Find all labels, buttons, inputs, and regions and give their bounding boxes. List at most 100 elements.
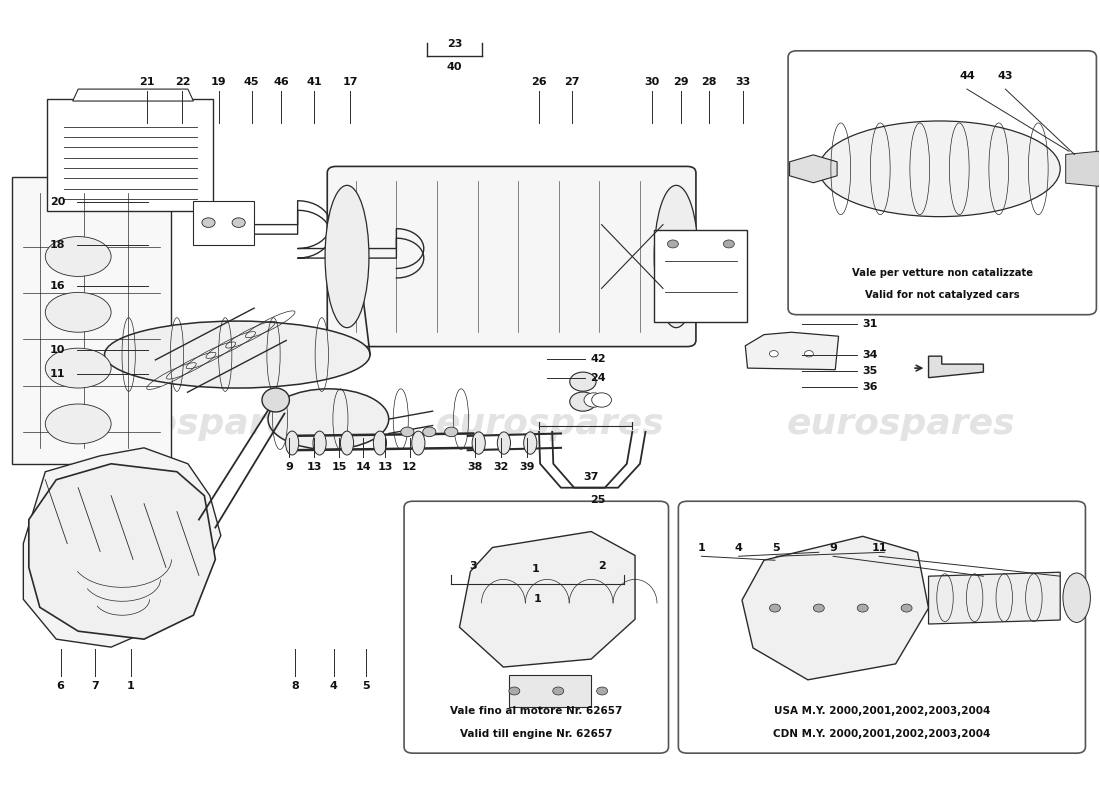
Circle shape: [596, 687, 607, 695]
Polygon shape: [790, 155, 837, 182]
Circle shape: [400, 427, 414, 437]
Circle shape: [509, 687, 520, 695]
Text: 1: 1: [534, 594, 541, 604]
Text: CDN M.Y. 2000,2001,2002,2003,2004: CDN M.Y. 2000,2001,2002,2003,2004: [773, 729, 991, 739]
Ellipse shape: [340, 431, 353, 455]
Text: 32: 32: [493, 462, 508, 472]
Text: 31: 31: [862, 319, 878, 330]
Text: 8: 8: [292, 681, 299, 690]
Ellipse shape: [286, 431, 299, 455]
Ellipse shape: [45, 292, 111, 332]
Ellipse shape: [411, 431, 425, 455]
Text: 9: 9: [285, 462, 293, 472]
FancyBboxPatch shape: [679, 502, 1086, 753]
Ellipse shape: [45, 237, 111, 277]
Text: 26: 26: [531, 77, 547, 86]
Ellipse shape: [45, 404, 111, 444]
Ellipse shape: [1063, 573, 1090, 622]
Ellipse shape: [497, 432, 510, 454]
Text: 5: 5: [362, 681, 370, 690]
Text: 1: 1: [532, 564, 540, 574]
Circle shape: [584, 393, 604, 407]
Text: 20: 20: [50, 198, 65, 207]
Text: 18: 18: [50, 239, 65, 250]
Text: 41: 41: [306, 77, 322, 86]
Circle shape: [552, 687, 563, 695]
Ellipse shape: [818, 121, 1060, 217]
Text: 28: 28: [702, 77, 717, 86]
Text: 10: 10: [50, 345, 65, 354]
Circle shape: [422, 427, 436, 437]
Circle shape: [202, 218, 216, 227]
Ellipse shape: [314, 431, 327, 455]
Polygon shape: [23, 448, 221, 647]
Ellipse shape: [373, 431, 386, 455]
Polygon shape: [1066, 151, 1100, 186]
Text: 5: 5: [772, 543, 780, 553]
Ellipse shape: [524, 432, 537, 454]
Text: 15: 15: [331, 462, 346, 472]
Text: 1: 1: [697, 543, 705, 553]
Polygon shape: [509, 675, 591, 707]
Text: Valid for not catalyzed cars: Valid for not catalyzed cars: [865, 290, 1020, 300]
Text: Vale fino al motore Nr. 62657: Vale fino al motore Nr. 62657: [450, 706, 623, 717]
FancyBboxPatch shape: [47, 98, 213, 211]
Polygon shape: [742, 536, 928, 680]
Text: 7: 7: [91, 681, 99, 690]
FancyBboxPatch shape: [788, 51, 1097, 314]
Polygon shape: [928, 356, 983, 378]
Text: 40: 40: [447, 62, 462, 71]
Text: 2: 2: [597, 562, 605, 571]
Text: 11: 11: [50, 369, 65, 378]
Circle shape: [804, 350, 813, 357]
Text: 14: 14: [355, 462, 372, 472]
Circle shape: [857, 604, 868, 612]
Circle shape: [592, 393, 612, 407]
Polygon shape: [73, 89, 194, 101]
Text: 42: 42: [591, 354, 606, 363]
Text: 4: 4: [735, 543, 743, 553]
Text: 11: 11: [871, 543, 887, 553]
Text: 39: 39: [519, 462, 535, 472]
Text: 29: 29: [673, 77, 689, 86]
Ellipse shape: [45, 348, 111, 388]
Text: eurospares: eurospares: [436, 407, 664, 441]
Text: 16: 16: [50, 281, 65, 291]
Text: 46: 46: [273, 77, 289, 86]
Polygon shape: [460, 531, 635, 667]
Ellipse shape: [268, 389, 388, 450]
Text: 27: 27: [564, 77, 580, 86]
Circle shape: [570, 372, 596, 391]
Text: 23: 23: [447, 39, 462, 50]
Text: Vale per vetture non catalizzate: Vale per vetture non catalizzate: [851, 268, 1033, 278]
Text: 6: 6: [57, 681, 65, 690]
FancyBboxPatch shape: [654, 230, 748, 322]
Text: 22: 22: [175, 77, 190, 86]
FancyBboxPatch shape: [328, 166, 696, 346]
Polygon shape: [928, 572, 1060, 624]
Circle shape: [901, 604, 912, 612]
Text: 4: 4: [330, 681, 338, 690]
Text: 21: 21: [140, 77, 155, 86]
Text: 3: 3: [470, 562, 477, 571]
Text: 30: 30: [645, 77, 660, 86]
Text: 25: 25: [591, 494, 606, 505]
Circle shape: [813, 604, 824, 612]
FancyBboxPatch shape: [12, 177, 172, 464]
Text: 33: 33: [736, 77, 750, 86]
Ellipse shape: [326, 186, 368, 328]
Text: 13: 13: [377, 462, 393, 472]
Text: 19: 19: [211, 77, 227, 86]
Ellipse shape: [472, 432, 485, 454]
Text: Valid till engine Nr. 62657: Valid till engine Nr. 62657: [460, 729, 613, 739]
FancyBboxPatch shape: [194, 201, 254, 245]
Ellipse shape: [104, 321, 370, 388]
Text: eurospares: eurospares: [786, 407, 1015, 441]
Ellipse shape: [654, 186, 698, 328]
Text: 35: 35: [862, 366, 878, 375]
Circle shape: [668, 240, 679, 248]
Circle shape: [232, 218, 245, 227]
Text: 36: 36: [862, 382, 878, 392]
Text: 12: 12: [402, 462, 417, 472]
Text: 37: 37: [583, 472, 598, 482]
